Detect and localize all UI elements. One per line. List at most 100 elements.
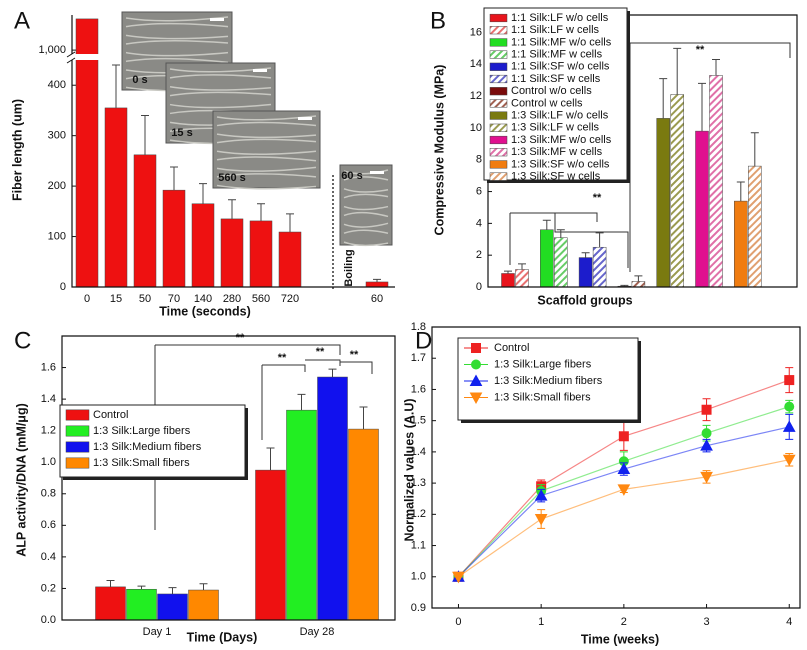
x-tick-label: 3	[703, 616, 709, 628]
error-bar	[736, 181, 745, 202]
error-bar	[504, 270, 512, 274]
y-tick-label: 1.6	[41, 361, 56, 373]
y-tick-label: 300	[48, 130, 66, 142]
marker	[469, 392, 483, 405]
legend-label: 1:1 Silk:LF w/o cells	[511, 12, 609, 24]
inset-texture	[343, 229, 389, 234]
line	[458, 459, 790, 578]
legend-swatch	[65, 425, 90, 437]
y-tick-label: 10	[470, 122, 482, 134]
legend-label: 1:3 Silk:Small fibers	[494, 391, 591, 403]
bar	[133, 154, 157, 288]
legend-label: Control	[93, 409, 128, 421]
y-tick-label: 16	[470, 26, 482, 38]
inset-texture	[343, 193, 389, 199]
marker	[701, 428, 712, 439]
bar	[695, 130, 709, 288]
legend-swatch	[489, 172, 508, 181]
inset-texture	[125, 57, 229, 64]
x-tick-label: 560	[252, 293, 270, 305]
y-tick-label: 1.0	[41, 456, 56, 468]
x-tick-label: 140	[194, 293, 212, 305]
bar	[317, 376, 348, 621]
marker	[617, 484, 631, 496]
error-bar	[170, 166, 178, 191]
bar	[220, 218, 244, 288]
bar	[95, 586, 126, 621]
inset-texture	[216, 173, 317, 178]
scale-bar	[210, 18, 224, 21]
y-axis-label: Fiber length (um)	[10, 99, 24, 201]
error-bar	[266, 447, 275, 471]
error-bar	[137, 585, 146, 590]
bar	[104, 107, 128, 288]
legend-swatch	[489, 26, 508, 35]
legend-label: 1:3 Silk:Large fibers	[494, 358, 592, 370]
error-bar	[634, 275, 643, 282]
inset-texture	[216, 121, 317, 127]
y-tick-label: 0	[60, 281, 66, 293]
marker	[700, 471, 713, 484]
x-axis-label: Time (Days)	[187, 630, 258, 644]
bar	[515, 269, 529, 288]
y-tick-label: 1.4	[41, 393, 56, 405]
bar	[162, 189, 186, 288]
bar	[286, 409, 317, 621]
legend-box	[59, 404, 246, 478]
annotation: 15 s	[171, 127, 192, 139]
inset-texture	[125, 34, 229, 40]
x-tick-label: 60	[371, 293, 383, 305]
inset-texture	[216, 138, 317, 144]
legend-swatch	[489, 111, 508, 120]
x-axis-label: Time (weeks)	[581, 632, 659, 646]
panel-label: A	[14, 7, 30, 34]
marker	[469, 374, 483, 386]
error-bar	[328, 368, 337, 378]
bar	[157, 593, 188, 621]
bar	[592, 246, 607, 288]
bar	[191, 203, 215, 288]
legend-swatch	[65, 457, 90, 469]
error-bar	[750, 132, 759, 167]
inset-texture	[216, 150, 317, 155]
annotation: **	[350, 349, 359, 361]
bracket	[261, 359, 373, 440]
axis-lines	[487, 14, 798, 288]
inset-texture	[216, 166, 317, 172]
y-axis-label: Normalized values (A.U)	[402, 398, 416, 541]
y-tick-label: 0.0	[41, 614, 56, 626]
bar	[278, 231, 302, 288]
y-tick-label: 0.2	[41, 582, 56, 594]
axis-break	[66, 54, 106, 60]
error-bar	[620, 284, 629, 287]
legend-label: 1:1 Silk:LF w cells	[511, 24, 600, 36]
y-tick-label: 400	[48, 79, 66, 91]
legend-label: Control w cells	[511, 97, 583, 109]
bar	[631, 281, 646, 288]
annotation: **	[236, 332, 245, 344]
y-tick-label: 1.4	[411, 446, 426, 458]
axis-lines	[61, 335, 396, 621]
legend-swatch	[489, 87, 508, 96]
bar	[188, 589, 219, 621]
error-bar	[199, 583, 208, 591]
error-bar	[141, 114, 149, 155]
marker	[452, 571, 465, 584]
legend-swatch	[489, 123, 508, 132]
y-tick-label: 1.1	[411, 539, 426, 551]
y-tick-label: 1.8	[411, 321, 426, 333]
panel-label: D	[415, 327, 432, 354]
axis-lines	[71, 15, 395, 288]
legend-swatch	[65, 409, 90, 421]
error-bar	[698, 82, 706, 132]
inset-texture	[216, 156, 317, 162]
x-tick-label: 1	[538, 616, 544, 628]
x-tick-label: 15	[110, 293, 122, 305]
x-tick-label: 280	[223, 293, 241, 305]
y-tick-label: 0.4	[41, 551, 56, 563]
error-bar	[359, 406, 368, 430]
legend-label: 1:1 Silk:SF w/o cells	[511, 61, 610, 73]
x-tick-label: 0	[84, 293, 90, 305]
bar	[554, 237, 568, 288]
y-tick-label: 1.2	[41, 425, 56, 437]
